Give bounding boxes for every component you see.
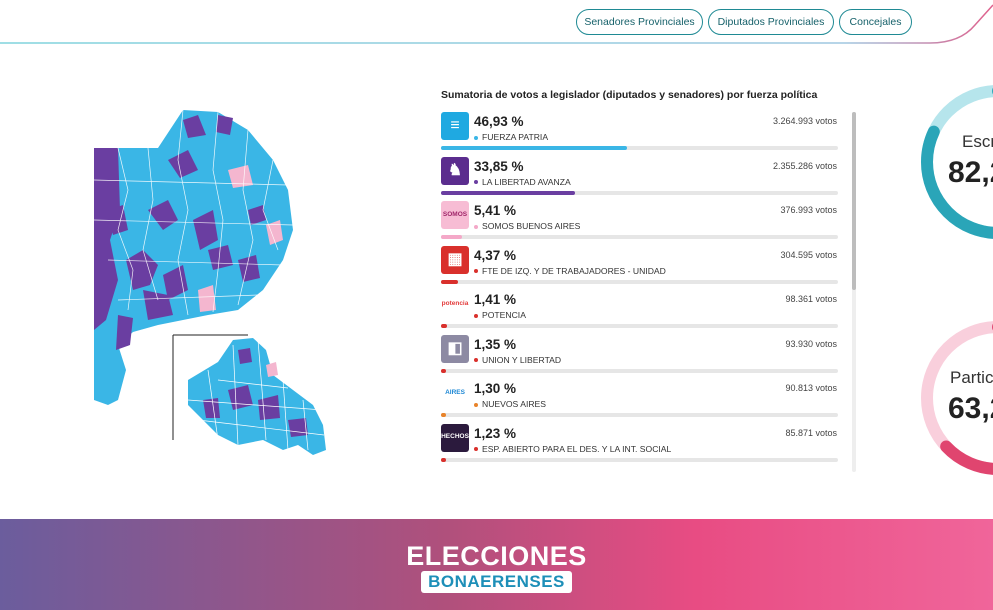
party-progress-fill: [441, 190, 576, 195]
party-progress-fill: [441, 413, 447, 417]
party-percentage: 1,23 %: [474, 425, 517, 441]
province-map-svg: [93, 109, 326, 455]
party-percentage: 46,93 %: [474, 114, 524, 129]
party-votes: 304.595 votos: [780, 249, 837, 260]
party-name: UNION Y LIBERTAD: [482, 354, 562, 365]
nuevos-aires-logo-icon: AIRES: [441, 379, 469, 407]
party-progress-track: [441, 368, 838, 373]
union-libertad-logo-icon: ◧: [441, 334, 469, 363]
party-votes: 376.993 votos: [780, 205, 837, 215]
tab-concejales[interactable]: Concejales: [839, 9, 912, 35]
fp-logo-icon: ≡: [441, 112, 469, 140]
party-progress-fill: [441, 146, 628, 150]
party-percentage: 1,41 %: [474, 292, 517, 307]
party-row[interactable]: SOMOS 5,41 % 376.993 votos SOMOS BUENOS AIR…: [438, 198, 840, 242]
party-progress-track: [441, 413, 838, 417]
gauge-participacion-ring: [921, 321, 993, 475]
conurbano-inset: [187, 338, 326, 455]
nav-divider-line: [0, 4, 993, 44]
party-votes: 85.871 votos: [785, 427, 837, 438]
party-progress-track: [441, 190, 838, 195]
party-percentage: 1,30 %: [474, 381, 517, 396]
party-name-wrap: NUEVOS AIRES: [474, 399, 546, 409]
party-votes: 93.930 votos: [785, 338, 837, 349]
party-color-dot: [474, 180, 478, 185]
party-percentage: 4,37 %: [474, 247, 517, 263]
party-percentage: 33,85 %: [474, 158, 524, 174]
party-progress-fill: [441, 324, 447, 328]
party-row[interactable]: ≡ 46,93 % 3.264.993 votos FUERZA PATRIA: [438, 109, 840, 153]
party-name-wrap: UNION Y LIBERTAD: [474, 355, 561, 365]
party-progress-track: [441, 279, 838, 284]
party-name: POTENCIA: [482, 310, 526, 320]
top-nav: Senadores Provinciales Diputados Provinc…: [0, 0, 993, 60]
gauge-escrutinio-ring: [921, 85, 993, 239]
hechos-logo-icon: HECHOS: [441, 423, 469, 452]
party-color-dot: [474, 402, 478, 407]
party-name-wrap: LA LIBERTAD AVANZA: [474, 177, 571, 187]
party-row[interactable]: AIRES 1,30 % 90.813 votos NUEVOS AIRES: [438, 376, 840, 420]
province-district-lines: [93, 109, 294, 316]
party-progress-fill: [441, 457, 446, 462]
party-progress-track: [441, 235, 838, 239]
footer-banner: ELECCIONES BONAERENSES: [0, 519, 993, 610]
results-scrollbar-thumb[interactable]: [852, 112, 856, 290]
party-color-dot: [474, 269, 478, 274]
party-votes: 2.355.286 votos: [772, 160, 837, 171]
party-color-dot: [474, 135, 478, 140]
party-color-dot: [474, 224, 478, 229]
gauge-escrutinio-value: 82,2: [948, 156, 993, 189]
party-votes: 90.813 votos: [785, 383, 837, 393]
party-progress-fill: [441, 368, 447, 373]
party-color-dot: [474, 447, 478, 452]
party-percentage: 1,35 %: [474, 336, 517, 352]
party-name-wrap: FUERZA PATRIA: [474, 132, 548, 142]
party-percentage: 5,41 %: [474, 203, 517, 218]
results-title: Sumatoria de votos a legislador (diputad…: [441, 89, 818, 101]
party-progress-fill: [441, 279, 459, 284]
party-row[interactable]: ◧ 1,35 % 93.930 votos UNION Y LIBERTAD: [438, 332, 840, 376]
party-name: LA LIBERTAD AVANZA: [482, 176, 571, 187]
party-name: FUERZA PATRIA: [482, 132, 549, 142]
tab-senadores-provinciales[interactable]: Senadores Provinciales: [576, 9, 703, 35]
potencia-logo-icon: potencia: [441, 290, 469, 318]
gauge-participacion-value: 63,2: [948, 392, 993, 425]
brand-subtitle-wrap: BONAERENSES: [0, 571, 993, 593]
fit-logo-icon: ▦: [441, 245, 469, 274]
lla-logo-icon: ♞: [441, 156, 469, 185]
gauge-escrutinio: Escr 82,2: [918, 82, 993, 242]
brand-title: ELECCIONES: [406, 541, 587, 571]
party-name: FTE DE IZQ. Y DE TRABAJADORES - UNIDAD: [482, 265, 666, 276]
party-name-wrap: POTENCIA: [474, 310, 526, 320]
results-scrollbar-track[interactable]: [852, 112, 856, 472]
party-name: NUEVOS AIRES: [482, 399, 546, 409]
gauge-escrutinio-label: Escr: [962, 132, 993, 151]
party-progress-fill: [441, 235, 463, 239]
party-name: ESP. ABIERTO PARA EL DES. Y LA INT. SOCI…: [482, 443, 672, 454]
gauge-participacion-label: Partic: [950, 368, 993, 387]
party-color-dot: [474, 313, 478, 318]
somos-logo-icon: SOMOS: [441, 201, 469, 229]
party-name-wrap: FTE DE IZQ. Y DE TRABAJADORES - UNIDAD: [474, 266, 666, 276]
party-progress-track: [441, 324, 838, 328]
party-row[interactable]: ▦ 4,37 % 304.595 votos FTE DE IZQ. Y DE TRA…: [438, 243, 840, 287]
party-row[interactable]: ♞ 33,85 % 2.355.286 votos LA LIBERTAD AVANZ…: [438, 154, 840, 198]
gauge-participacion: Partic 63,2: [918, 318, 993, 478]
party-votes: 98.361 votos: [785, 294, 837, 304]
province-map[interactable]: [88, 100, 338, 470]
party-name: SOMOS BUENOS AIRES: [482, 221, 581, 231]
party-row[interactable]: potencia 1,41 % 98.361 votos POTENCIA: [438, 287, 840, 331]
party-color-dot: [474, 358, 478, 363]
party-name-wrap: ESP. ABIERTO PARA EL DES. Y LA INT. SOCI…: [474, 444, 671, 454]
tab-diputados-provinciales[interactable]: Diputados Provinciales: [708, 9, 834, 35]
party-progress-track: [441, 457, 838, 462]
party-results-list[interactable]: ≡ 46,93 % 3.264.993 votos FUERZA PATRIA ♞ 33,…: [438, 109, 840, 471]
party-progress-track: [441, 146, 838, 150]
party-row[interactable]: HECHOS 1,23 % 85.871 votos ESP. ABIERTO PAR…: [438, 421, 840, 465]
party-name-wrap: SOMOS BUENOS AIRES: [474, 221, 580, 231]
party-votes: 3.264.993 votos: [772, 116, 837, 126]
brand-subtitle: BONAERENSES: [421, 571, 572, 593]
